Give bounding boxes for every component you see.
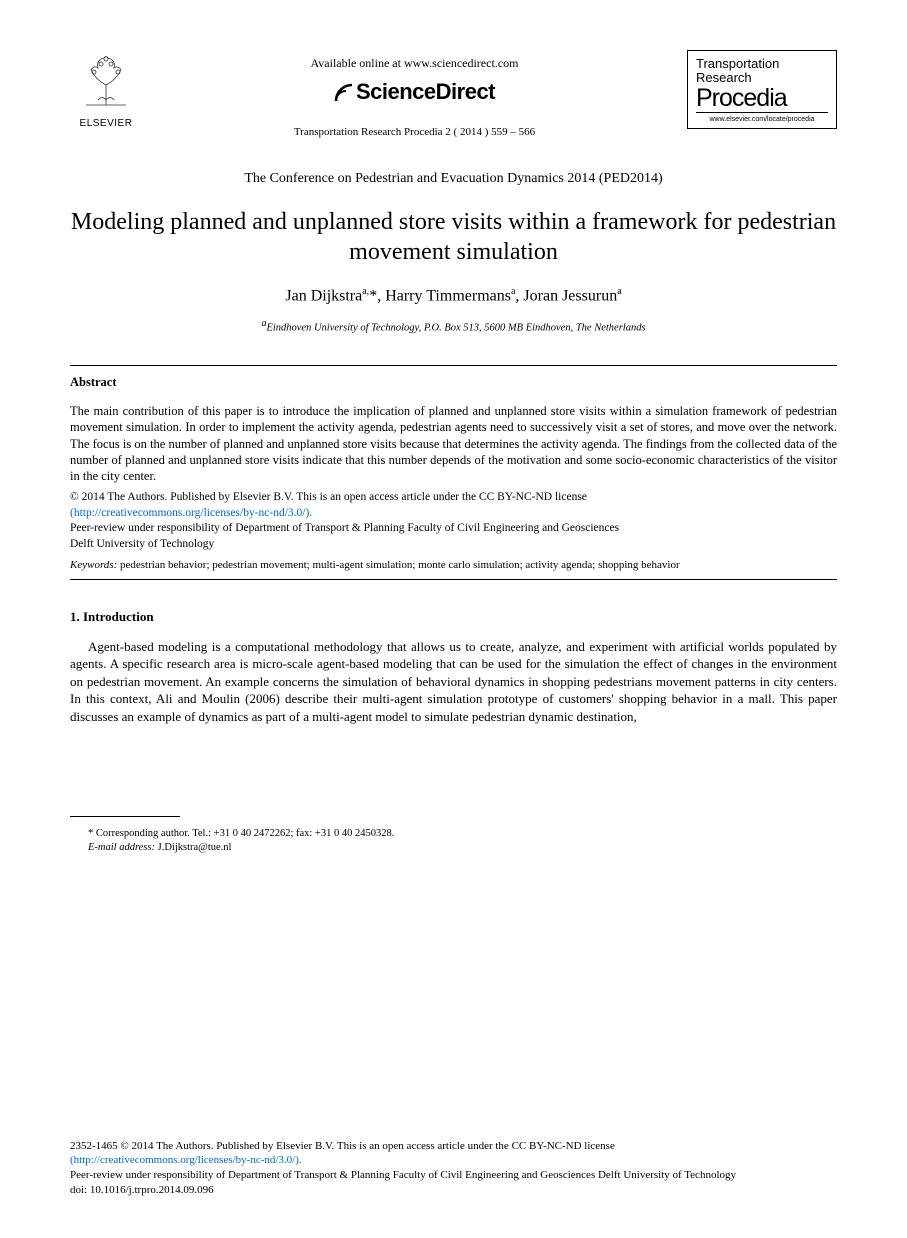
corresponding-author-footnote: * Corresponding author. Tel.: +31 0 40 2… xyxy=(70,827,837,856)
sciencedirect-arc-icon xyxy=(334,83,354,103)
author-3: , Joran Jessurun xyxy=(515,287,617,304)
copyright-block: © 2014 The Authors. Published by Elsevie… xyxy=(70,490,837,552)
sciencedirect-logo: ScienceDirect xyxy=(142,77,687,107)
elsevier-wordmark: ELSEVIER xyxy=(70,117,142,131)
issn-copyright: 2352-1465 © 2014 The Authors. Published … xyxy=(70,1139,837,1154)
procedia-brand: Procedia xyxy=(696,86,828,113)
email-label: E-mail address: xyxy=(88,842,155,853)
procedia-box: Transportation Research Procedia www.els… xyxy=(687,50,837,129)
footer-peer-review: Peer-review under responsibility of Depa… xyxy=(70,1168,837,1183)
page-container: ELSEVIER Available online at www.science… xyxy=(0,0,907,1238)
footnote-rule xyxy=(70,816,180,817)
procedia-url: www.elsevier.com/locate/procedia xyxy=(696,115,828,124)
affiliation-line: aEindhoven University of Technology, P.O… xyxy=(70,317,837,336)
license-link[interactable]: (http://creativecommons.org/licenses/by-… xyxy=(70,506,837,522)
procedia-line1: Transportation xyxy=(696,57,828,71)
available-online-text: Available online at www.sciencedirect.co… xyxy=(142,55,687,71)
peer-review-line1: Peer-review under responsibility of Depa… xyxy=(70,521,837,537)
abstract-body: The main contribution of this paper is t… xyxy=(70,403,837,484)
abstract-heading: Abstract xyxy=(70,374,837,391)
footer-license-link[interactable]: (http://creativecommons.org/licenses/by-… xyxy=(70,1153,837,1168)
sciencedirect-text: ScienceDirect xyxy=(356,79,495,104)
header-row: ELSEVIER Available online at www.science… xyxy=(70,50,837,140)
elsevier-logo: ELSEVIER xyxy=(70,50,142,130)
author-3-affil: a xyxy=(617,286,621,297)
corr-author-contact: * Corresponding author. Tel.: +31 0 40 2… xyxy=(88,827,837,842)
keywords-text: pedestrian behavior; pedestrian movement… xyxy=(117,559,679,571)
rule-bottom xyxy=(70,579,837,580)
page-footer: 2352-1465 © 2014 The Authors. Published … xyxy=(70,1139,837,1198)
doi: doi: 10.1016/j.trpro.2014.09.096 xyxy=(70,1183,837,1198)
intro-paragraph-1: Agent-based modeling is a computational … xyxy=(70,638,837,726)
author-2: , Harry Timmermans xyxy=(377,287,511,304)
email-address: J.Dijkstra@tue.nl xyxy=(155,842,231,853)
author-list: Jan Dijkstraa,*, Harry Timmermansa, Jora… xyxy=(70,285,837,307)
copyright-line: © 2014 The Authors. Published by Elsevie… xyxy=(70,490,837,506)
center-header: Available online at www.sciencedirect.co… xyxy=(142,50,687,140)
peer-review-line2: Delft University of Technology xyxy=(70,537,837,553)
section-1-heading: 1. Introduction xyxy=(70,608,837,626)
author-1: Jan Dijkstra xyxy=(285,287,362,304)
rule-top xyxy=(70,365,837,366)
journal-reference: Transportation Research Procedia 2 ( 201… xyxy=(142,125,687,140)
keywords-line: Keywords: pedestrian behavior; pedestria… xyxy=(70,558,837,573)
paper-title: Modeling planned and unplanned store vis… xyxy=(70,207,837,267)
elsevier-tree-icon xyxy=(76,50,136,110)
author-1-corr: * xyxy=(369,287,377,304)
conference-name: The Conference on Pedestrian and Evacuat… xyxy=(70,170,837,189)
keywords-label: Keywords: xyxy=(70,559,117,571)
affiliation-text: Eindhoven University of Technology, P.O.… xyxy=(266,322,645,333)
